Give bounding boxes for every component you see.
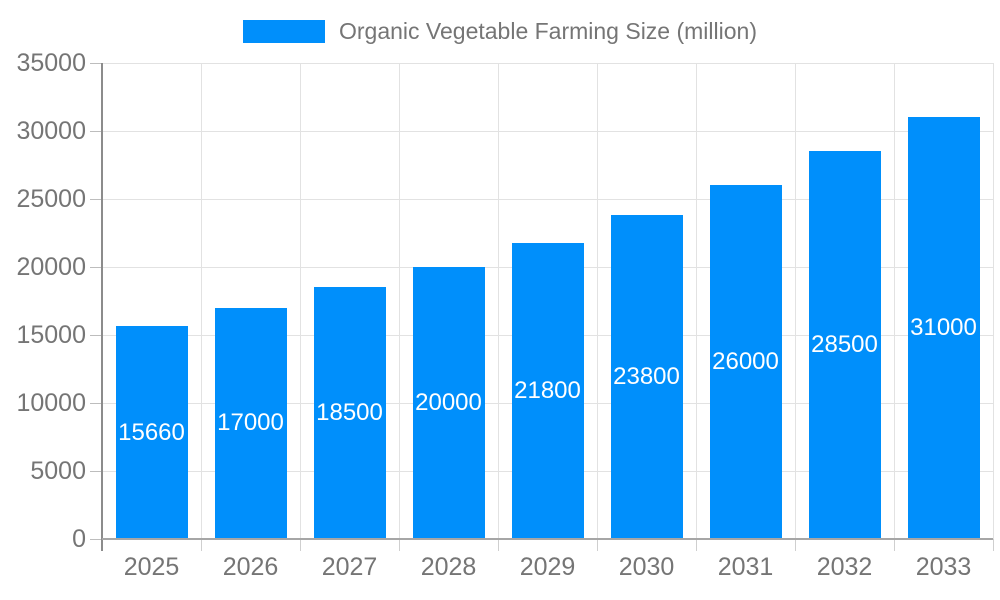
x-axis-tick xyxy=(992,539,994,551)
bar-2030: 23800 xyxy=(610,215,683,539)
legend: Organic Vegetable Farming Size (million) xyxy=(0,18,1000,45)
bar-value-label: 20000 xyxy=(415,389,482,416)
legend-label: Organic Vegetable Farming Size (million) xyxy=(338,18,757,44)
x-gridline xyxy=(200,63,202,539)
x-axis-line xyxy=(102,538,993,540)
x-axis-label: 2027 xyxy=(321,553,378,581)
bar-value-label: 23800 xyxy=(613,363,680,391)
y-axis-label: 5000 xyxy=(30,457,86,485)
x-axis-tick xyxy=(596,539,598,551)
y-gridline xyxy=(102,130,993,132)
y-axis-tick xyxy=(90,266,102,268)
bar-value-label: 15660 xyxy=(118,418,185,446)
bar-2027: 18500 xyxy=(313,287,386,539)
bar-2033: 31000 xyxy=(907,117,980,539)
bar-2029: 21800 xyxy=(511,242,584,539)
y-axis-label: 25000 xyxy=(16,185,86,213)
bar-value-label: 31000 xyxy=(910,314,977,342)
y-axis-label: 15000 xyxy=(16,321,86,349)
x-axis-label: 2032 xyxy=(816,553,873,581)
y-axis-label: 10000 xyxy=(16,389,86,417)
y-axis-label: 35000 xyxy=(16,49,86,77)
y-axis-tick xyxy=(90,402,102,404)
x-gridline xyxy=(299,63,301,539)
x-axis-tick xyxy=(497,539,499,551)
bar-2031: 26000 xyxy=(709,185,782,539)
bar-value-label: 26000 xyxy=(712,348,779,376)
x-axis-tick xyxy=(398,539,400,551)
y-axis-tick xyxy=(90,334,102,336)
x-axis-label: 2028 xyxy=(420,553,477,581)
y-axis-tick xyxy=(90,538,102,540)
y-axis-label: 30000 xyxy=(16,117,86,145)
x-axis-label: 2033 xyxy=(915,553,972,581)
x-axis-tick xyxy=(299,539,301,551)
x-axis-label: 2031 xyxy=(717,553,774,581)
x-gridline xyxy=(497,63,499,539)
legend-swatch xyxy=(242,20,325,43)
x-axis-tick xyxy=(695,539,697,551)
bar-value-label: 28500 xyxy=(811,331,878,359)
x-axis-tick xyxy=(200,539,202,551)
x-gridline xyxy=(992,63,994,539)
x-axis-tick xyxy=(794,539,796,551)
x-gridline xyxy=(398,63,400,539)
bar-2026: 17000 xyxy=(214,307,287,539)
x-axis-label: 2026 xyxy=(222,553,279,581)
x-gridline xyxy=(794,63,796,539)
y-axis-tick xyxy=(90,130,102,132)
x-axis-tick xyxy=(893,539,895,551)
x-gridline xyxy=(596,63,598,539)
x-axis-label: 2025 xyxy=(123,553,180,581)
y-axis-tick xyxy=(90,62,102,64)
bar-2025: 15660 xyxy=(115,326,188,539)
y-axis-line xyxy=(101,63,103,551)
x-axis-label: 2029 xyxy=(519,553,576,581)
bar-value-label: 17000 xyxy=(217,409,284,437)
x-gridline xyxy=(695,63,697,539)
bar-value-label: 21800 xyxy=(514,376,581,404)
x-axis-label: 2030 xyxy=(618,553,675,581)
y-axis-label: 20000 xyxy=(16,253,86,281)
bar-value-label: 18500 xyxy=(316,399,383,427)
y-gridline xyxy=(102,62,993,64)
y-gridline xyxy=(102,198,993,200)
y-axis-tick xyxy=(90,198,102,200)
bar-2032: 28500 xyxy=(808,151,881,539)
bar-2028: 20000 xyxy=(412,267,485,539)
x-gridline xyxy=(893,63,895,539)
y-axis-tick xyxy=(90,470,102,472)
y-axis-label: 0 xyxy=(72,525,86,553)
